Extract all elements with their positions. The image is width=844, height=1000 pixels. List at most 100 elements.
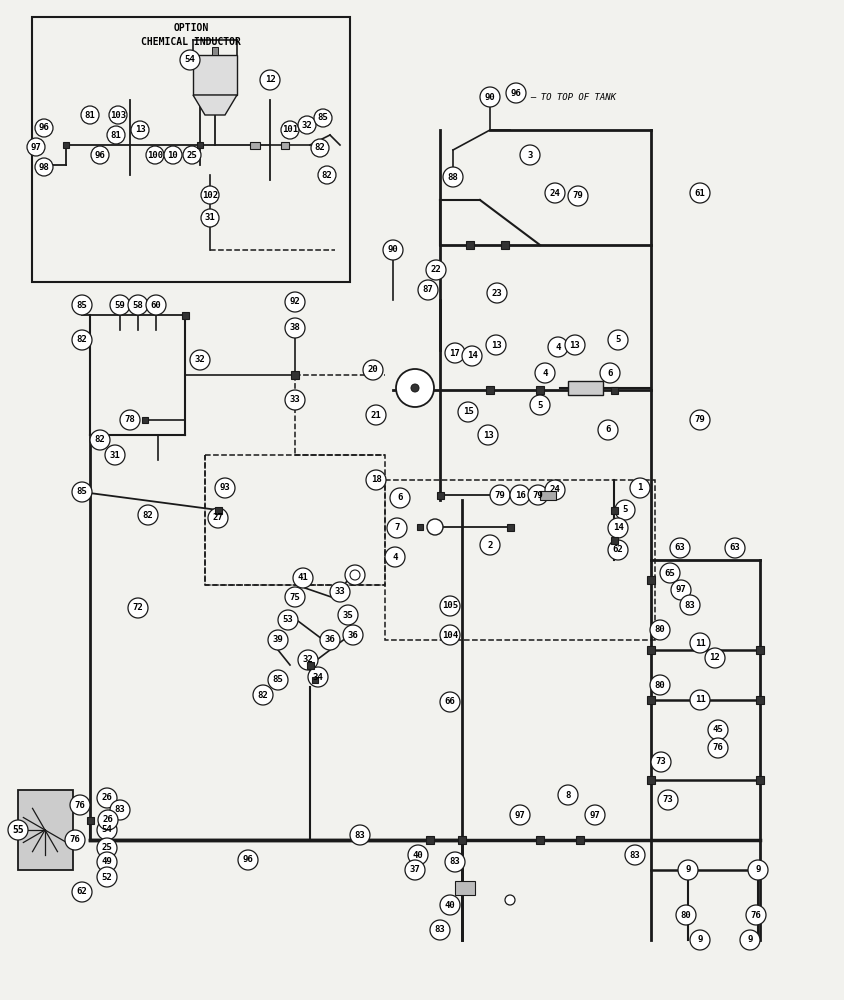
Circle shape (65, 830, 85, 850)
Circle shape (510, 485, 530, 505)
Circle shape (131, 121, 149, 139)
Text: 72: 72 (133, 603, 143, 612)
Circle shape (201, 186, 219, 204)
Text: 25: 25 (187, 150, 197, 159)
Text: 102: 102 (202, 190, 218, 200)
Circle shape (385, 547, 405, 567)
Circle shape (658, 790, 678, 810)
Circle shape (480, 535, 500, 555)
Text: 4: 4 (543, 368, 548, 377)
Circle shape (680, 595, 700, 615)
Circle shape (530, 395, 550, 415)
Circle shape (545, 480, 565, 500)
Text: 26: 26 (103, 816, 113, 824)
Bar (610, 506, 618, 514)
Text: 12: 12 (710, 654, 721, 662)
Text: 83: 83 (115, 806, 126, 814)
Text: 4: 4 (555, 342, 560, 352)
Circle shape (97, 838, 117, 858)
Text: 97: 97 (590, 810, 600, 820)
Circle shape (558, 785, 578, 805)
Text: 13: 13 (483, 430, 494, 440)
Text: 4: 4 (392, 552, 398, 562)
Circle shape (109, 106, 127, 124)
Text: 54: 54 (101, 826, 112, 834)
Text: 39: 39 (273, 636, 284, 645)
Text: 18: 18 (371, 476, 381, 485)
Circle shape (486, 335, 506, 355)
Text: 27: 27 (213, 514, 224, 522)
Circle shape (343, 625, 363, 645)
Text: 22: 22 (430, 265, 441, 274)
Text: 101: 101 (282, 125, 298, 134)
Circle shape (387, 518, 407, 538)
Text: 9: 9 (755, 865, 760, 874)
Circle shape (458, 402, 478, 422)
Text: 32: 32 (303, 656, 313, 664)
Bar (647, 576, 655, 584)
Circle shape (520, 145, 540, 165)
Circle shape (268, 670, 288, 690)
Circle shape (318, 166, 336, 184)
Circle shape (180, 50, 200, 70)
Text: 76: 76 (712, 744, 723, 752)
Text: 73: 73 (656, 758, 667, 766)
Text: 58: 58 (133, 300, 143, 310)
Circle shape (440, 895, 460, 915)
Text: 93: 93 (219, 484, 230, 492)
Circle shape (462, 346, 482, 366)
Circle shape (660, 563, 680, 583)
Circle shape (568, 186, 588, 206)
Circle shape (528, 485, 548, 505)
Text: 83: 83 (450, 857, 460, 866)
Text: 32: 32 (195, 356, 205, 364)
Text: 11: 11 (695, 696, 706, 704)
Bar (540, 490, 556, 499)
Circle shape (630, 478, 650, 498)
Text: 82: 82 (77, 336, 88, 344)
Bar (647, 696, 655, 704)
Circle shape (97, 852, 117, 872)
Circle shape (565, 335, 585, 355)
Bar (142, 417, 148, 423)
Text: 41: 41 (298, 574, 308, 582)
Circle shape (366, 470, 386, 490)
Text: 7: 7 (394, 524, 400, 532)
Circle shape (427, 519, 443, 535)
Circle shape (705, 648, 725, 668)
Text: 5: 5 (538, 400, 543, 410)
Circle shape (98, 810, 118, 830)
Text: 11: 11 (695, 639, 706, 648)
Circle shape (183, 146, 201, 164)
Text: 40: 40 (413, 850, 424, 859)
Circle shape (545, 183, 565, 203)
Text: 33: 33 (334, 587, 345, 596)
Text: 14: 14 (613, 524, 624, 532)
Circle shape (690, 410, 710, 430)
Bar (610, 386, 618, 393)
Text: 31: 31 (204, 214, 215, 223)
Text: 42: 42 (349, 570, 360, 580)
Text: 76: 76 (69, 836, 80, 844)
Circle shape (238, 850, 258, 870)
Circle shape (90, 430, 110, 450)
Bar (466, 241, 474, 249)
Circle shape (110, 295, 130, 315)
Bar (212, 47, 218, 55)
Bar (536, 386, 544, 394)
Circle shape (608, 330, 628, 350)
Circle shape (445, 852, 465, 872)
Text: 10: 10 (168, 150, 178, 159)
Text: 9: 9 (697, 936, 703, 944)
Circle shape (97, 867, 117, 887)
Text: 35: 35 (343, 610, 354, 619)
Bar (312, 677, 318, 683)
Polygon shape (193, 95, 237, 115)
Circle shape (308, 667, 328, 687)
Text: 37: 37 (409, 865, 420, 874)
Text: 24: 24 (549, 188, 560, 198)
Circle shape (625, 845, 645, 865)
Bar (250, 141, 260, 148)
Circle shape (72, 882, 92, 902)
Circle shape (285, 318, 305, 338)
